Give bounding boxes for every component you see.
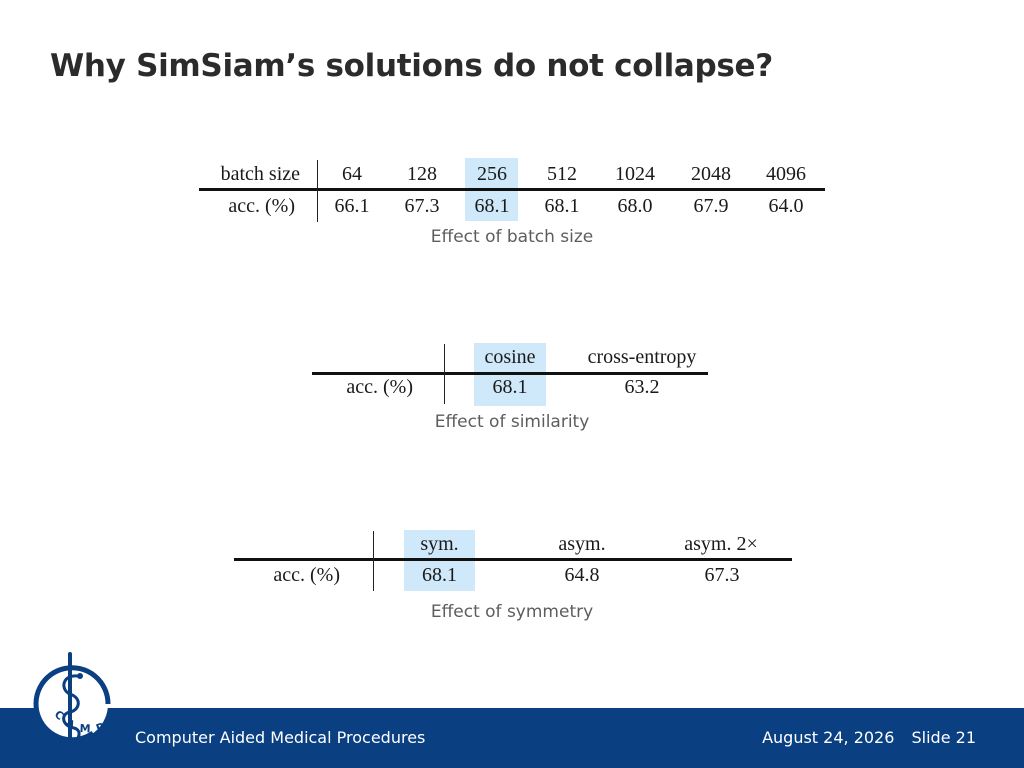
column-header: 512: [547, 163, 577, 185]
row-label: acc. (%): [346, 376, 413, 398]
column-header: 4096: [766, 163, 806, 185]
column-header: cross-entropy: [587, 346, 697, 368]
column-divider: [317, 160, 318, 222]
accuracy-value: 64.8: [564, 564, 600, 586]
batch-size-table: batch size 64 128 256 512 1024 2048 4096…: [0, 0, 1024, 260]
header-label: batch size: [220, 163, 300, 185]
column-header: sym.: [420, 533, 459, 555]
header-rule: [312, 372, 708, 375]
accuracy-value: 67.9: [693, 195, 729, 217]
accuracy-value: 64.0: [768, 195, 804, 217]
camp-logo: CAMP: [33, 652, 111, 750]
header-rule: [199, 188, 825, 191]
column-header: 2048: [691, 163, 731, 185]
logo-ring: [33, 665, 111, 743]
column-header: 256: [477, 163, 507, 185]
similarity-table: cosine cross-entropy acc. (%) 68.1 63.2: [312, 343, 708, 406]
symmetry-table: sym. asym. asym. 2× acc. (%) 68.1 64.8 6…: [234, 530, 792, 591]
symmetry-caption: Effect of symmetry: [430, 602, 594, 622]
column-header: 128: [407, 163, 437, 185]
column-header: asym. 2×: [684, 533, 758, 555]
column-header: asym.: [558, 533, 606, 555]
accuracy-value: 67.3: [404, 195, 440, 217]
slide-number: Slide 21: [911, 728, 977, 747]
slide-title: Why SimSiam’s solutions do not collapse?: [50, 48, 773, 84]
institution-name: Computer Aided Medical Procedures: [135, 728, 426, 747]
accuracy-value: 68.1: [422, 564, 457, 586]
accuracy-value: 63.2: [624, 376, 660, 398]
column-divider: [373, 531, 374, 591]
column-header: 64: [342, 163, 362, 185]
accuracy-value: 68.1: [474, 195, 510, 217]
column-header: cosine: [484, 346, 536, 368]
similarity-caption: Effect of similarity: [434, 412, 590, 432]
batch-size-caption: Effect of batch size: [430, 227, 594, 247]
column-divider: [444, 344, 445, 404]
footer-meta: August 24, 2026 Slide 21: [762, 728, 976, 747]
row-label: acc. (%): [273, 564, 340, 586]
header-rule: [234, 558, 792, 561]
row-label: acc. (%): [228, 195, 295, 217]
accuracy-value: 68.0: [617, 195, 653, 217]
slide-date: August 24, 2026: [762, 728, 895, 747]
column-header: 1024: [615, 163, 655, 185]
rod-of-asclepius-icon: [62, 652, 83, 750]
accuracy-value: 67.3: [704, 564, 740, 586]
footer-bar: Computer Aided Medical Procedures August…: [0, 708, 1024, 768]
accuracy-value: 68.1: [544, 195, 580, 217]
accuracy-value: 66.1: [334, 195, 370, 217]
accuracy-value: 68.1: [492, 376, 528, 398]
